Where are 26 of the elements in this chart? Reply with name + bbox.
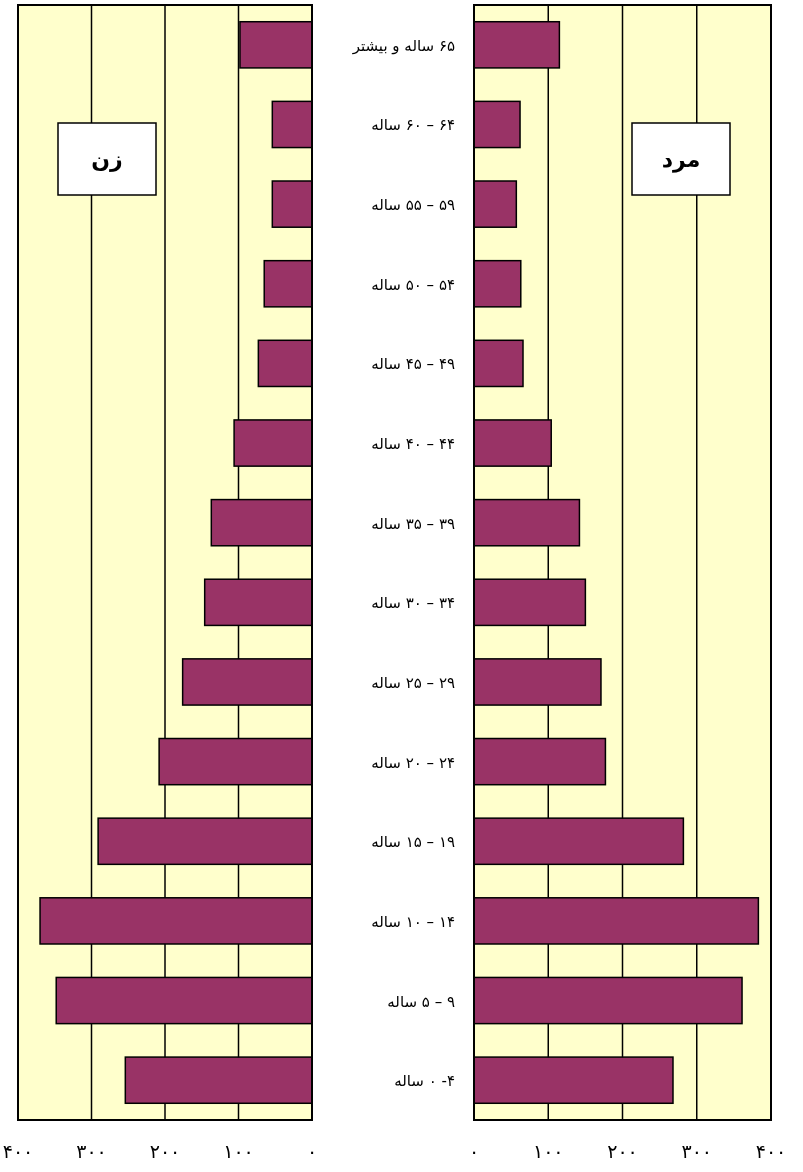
y-tick-label: ۴۹ – ۴۵ ساله <box>371 355 455 374</box>
x-tick-label: ۱۰۰ <box>223 1140 254 1162</box>
x-tick-label: ۱۰۰ <box>532 1140 564 1162</box>
y-tick-label: ۶۴ – ۶۰ ساله <box>371 116 455 135</box>
y-tick-label: ۱۴ – ۱۰ ساله <box>371 912 455 931</box>
y-tick-label: ۴- ۰ ساله <box>394 1072 455 1091</box>
text: زن <box>91 147 123 172</box>
y-tick-label: ۵۹ – ۵۵ ساله <box>371 196 455 215</box>
text: مرد <box>661 147 701 173</box>
x-tick-label: ۰ <box>306 1140 318 1162</box>
x-tick-label: ۴۰۰ <box>2 1140 34 1162</box>
y-tick-label: ۲۴ – ۲۰ ساله <box>371 753 455 772</box>
y-tick-label: ۴۴ – ۴۰ ساله <box>371 435 455 454</box>
x-tick-label: ۴۰۰ <box>755 1140 787 1162</box>
x-tick-label: ۰ <box>468 1140 480 1162</box>
y-tick-label: ۳۴ – ۳۰ ساله <box>371 594 455 613</box>
y-tick-label: ۳۹ – ۳۵ ساله <box>371 514 455 533</box>
y-tick-label: ۶۵ ساله و بیشتر <box>351 36 455 55</box>
y-tick-label: ۲۹ – ۲۵ ساله <box>371 673 455 692</box>
y-tick-label: ۹ – ۵ ساله <box>387 992 455 1011</box>
y-tick-label: ۱۹ – ۱۵ ساله <box>371 833 455 852</box>
x-tick-label: ۳۰۰ <box>681 1140 713 1162</box>
x-tick-label: ۲۰۰ <box>607 1140 638 1162</box>
y-tick-label: ۵۴ – ۵۰ ساله <box>371 275 455 294</box>
x-tick-label: ۲۰۰ <box>149 1140 181 1162</box>
x-tick-label: ۳۰۰ <box>76 1140 107 1162</box>
